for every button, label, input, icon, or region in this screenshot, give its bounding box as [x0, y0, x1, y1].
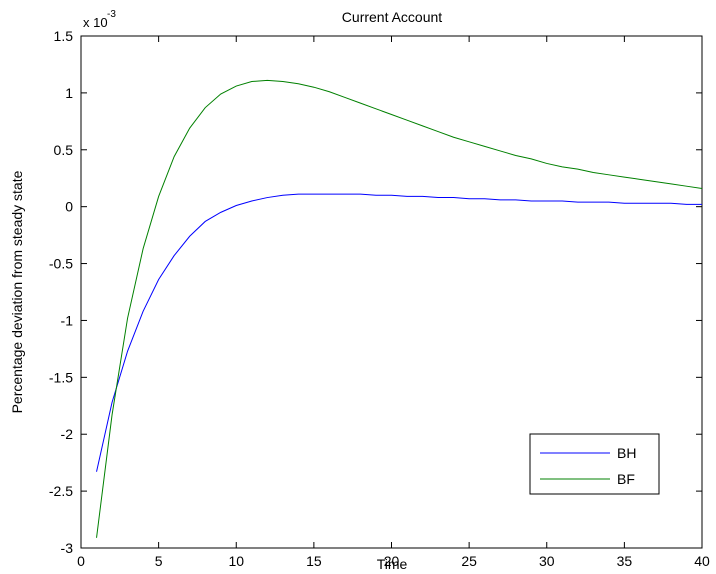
x-tick-label: 0: [77, 553, 85, 569]
y-axis-label: Percentage deviation from steady state: [9, 170, 25, 413]
x-tick-label: 25: [461, 553, 477, 569]
y-tick-label: -2.5: [49, 483, 73, 499]
x-tick-label: 30: [539, 553, 555, 569]
y-tick-label: -0.5: [49, 256, 73, 272]
x-tick-label: 5: [155, 553, 163, 569]
y-axis-ticks: -3 -2.5 -2 -1.5 -1 -0.5 0 0.5 1 1.5: [49, 28, 702, 556]
x-tick-label: 15: [306, 553, 322, 569]
y-tick-label: -1: [61, 312, 74, 328]
y-tick-label: 1.5: [54, 28, 74, 44]
x-tick-label: 35: [617, 553, 633, 569]
y-tick-label: -2: [61, 426, 74, 442]
y-tick-label: 0.5: [54, 142, 74, 158]
y-axis-exponent-value: -3: [107, 9, 116, 20]
y-tick-label: 1: [65, 85, 73, 101]
x-tick-label: 40: [694, 553, 710, 569]
legend-label-bf: BF: [617, 471, 635, 487]
x-tick-label: 20: [384, 553, 400, 569]
series-line-bf: [96, 79, 703, 538]
chart-title: Current Account: [342, 9, 442, 25]
series-lines: [96, 79, 703, 538]
series-line-bh: [96, 193, 702, 472]
y-tick-label: -3: [61, 540, 74, 556]
x-axis-ticks: 0 5 10 15 20 25 30 35 40: [77, 36, 710, 569]
x-tick-label: 10: [228, 553, 244, 569]
y-tick-label: 0: [65, 199, 73, 215]
x-axis-label: Time: [377, 556, 408, 572]
legend-box: [529, 433, 660, 495]
y-axis-exponent-label: x 10: [83, 15, 108, 30]
y-tick-label: -1.5: [49, 369, 73, 385]
legend-label-bh: BH: [617, 445, 636, 461]
legend: BH BF: [529, 433, 660, 495]
